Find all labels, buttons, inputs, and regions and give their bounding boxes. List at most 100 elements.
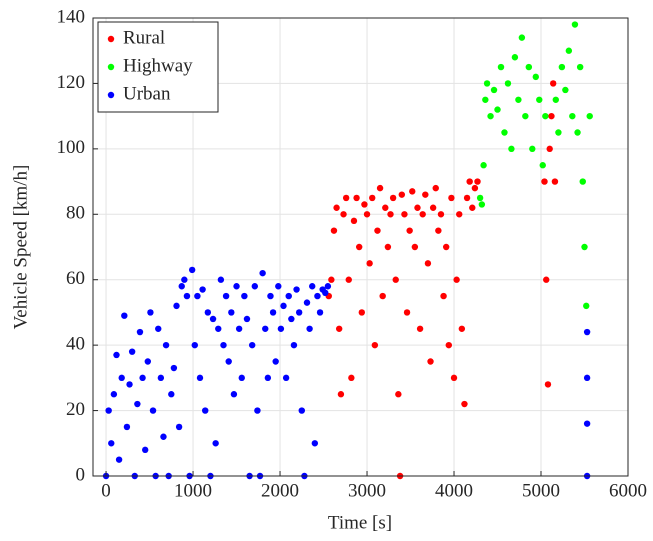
point xyxy=(175,423,183,431)
point xyxy=(267,292,274,300)
point xyxy=(494,106,501,113)
legend: Rural Highway Urban xyxy=(97,21,219,113)
legend-marker xyxy=(107,35,115,43)
point xyxy=(123,423,131,431)
point xyxy=(379,292,386,300)
point xyxy=(105,407,112,414)
point xyxy=(238,374,245,382)
point xyxy=(220,341,227,349)
point xyxy=(374,227,381,234)
x-tick-label: 5000 xyxy=(522,480,560,501)
point xyxy=(235,325,243,332)
point xyxy=(445,341,452,349)
point xyxy=(461,400,468,408)
point xyxy=(259,269,266,277)
point xyxy=(303,299,311,306)
point xyxy=(262,325,269,332)
point xyxy=(170,364,178,372)
point xyxy=(442,243,450,251)
point xyxy=(448,194,455,202)
point xyxy=(458,325,466,332)
point xyxy=(411,243,419,251)
point xyxy=(546,145,553,153)
point xyxy=(392,276,399,283)
point xyxy=(363,211,371,218)
legend-marker xyxy=(107,91,115,99)
point xyxy=(487,112,494,120)
point xyxy=(358,309,366,316)
point xyxy=(199,286,206,293)
point xyxy=(324,283,332,290)
point xyxy=(508,145,515,153)
x-tick-label: 3000 xyxy=(348,480,386,501)
point xyxy=(371,341,379,349)
x-tick-label: 0 xyxy=(101,480,111,501)
point xyxy=(178,283,185,290)
point xyxy=(144,358,152,365)
point xyxy=(204,309,212,316)
point xyxy=(194,292,201,300)
point xyxy=(483,80,491,87)
point xyxy=(558,63,566,71)
legend-label: Urban xyxy=(123,83,171,104)
point xyxy=(335,325,343,332)
y-tick-label: 140 xyxy=(57,6,86,27)
point xyxy=(544,381,552,388)
point xyxy=(254,407,261,414)
point xyxy=(543,276,550,283)
point xyxy=(395,391,402,398)
point xyxy=(314,292,321,300)
point xyxy=(562,86,569,94)
point xyxy=(337,391,345,398)
point xyxy=(529,145,536,153)
point xyxy=(168,391,175,398)
point xyxy=(128,348,136,355)
point xyxy=(311,440,319,447)
point xyxy=(549,80,557,87)
point xyxy=(376,184,384,192)
point xyxy=(309,283,316,290)
point xyxy=(471,184,479,192)
point xyxy=(330,227,338,234)
point xyxy=(409,188,416,195)
y-tick-label: 100 xyxy=(57,137,86,158)
point xyxy=(504,80,512,87)
point xyxy=(476,194,484,202)
point xyxy=(552,96,559,103)
point xyxy=(542,112,549,120)
point xyxy=(290,341,298,349)
point xyxy=(532,73,539,81)
point xyxy=(264,374,272,382)
point xyxy=(353,194,360,202)
legend-label: Rural xyxy=(123,27,165,48)
point xyxy=(228,309,235,316)
point xyxy=(134,400,141,408)
point xyxy=(480,162,487,169)
point xyxy=(522,112,529,120)
point xyxy=(583,302,590,310)
point xyxy=(108,440,115,447)
point xyxy=(576,63,584,71)
point xyxy=(581,243,588,251)
point xyxy=(277,325,285,332)
point xyxy=(429,204,437,211)
point xyxy=(157,374,165,382)
point xyxy=(345,276,352,283)
point xyxy=(555,129,562,136)
point xyxy=(369,194,376,202)
point xyxy=(348,374,355,382)
point xyxy=(225,358,232,365)
point xyxy=(432,184,439,192)
point xyxy=(435,227,442,234)
point xyxy=(422,191,429,198)
point xyxy=(285,292,292,300)
point xyxy=(155,325,162,332)
point xyxy=(181,276,188,283)
point xyxy=(328,276,335,283)
point xyxy=(501,129,508,136)
point xyxy=(450,374,458,382)
point xyxy=(217,276,225,283)
y-tick-label: 20 xyxy=(66,399,85,420)
point xyxy=(118,374,125,382)
